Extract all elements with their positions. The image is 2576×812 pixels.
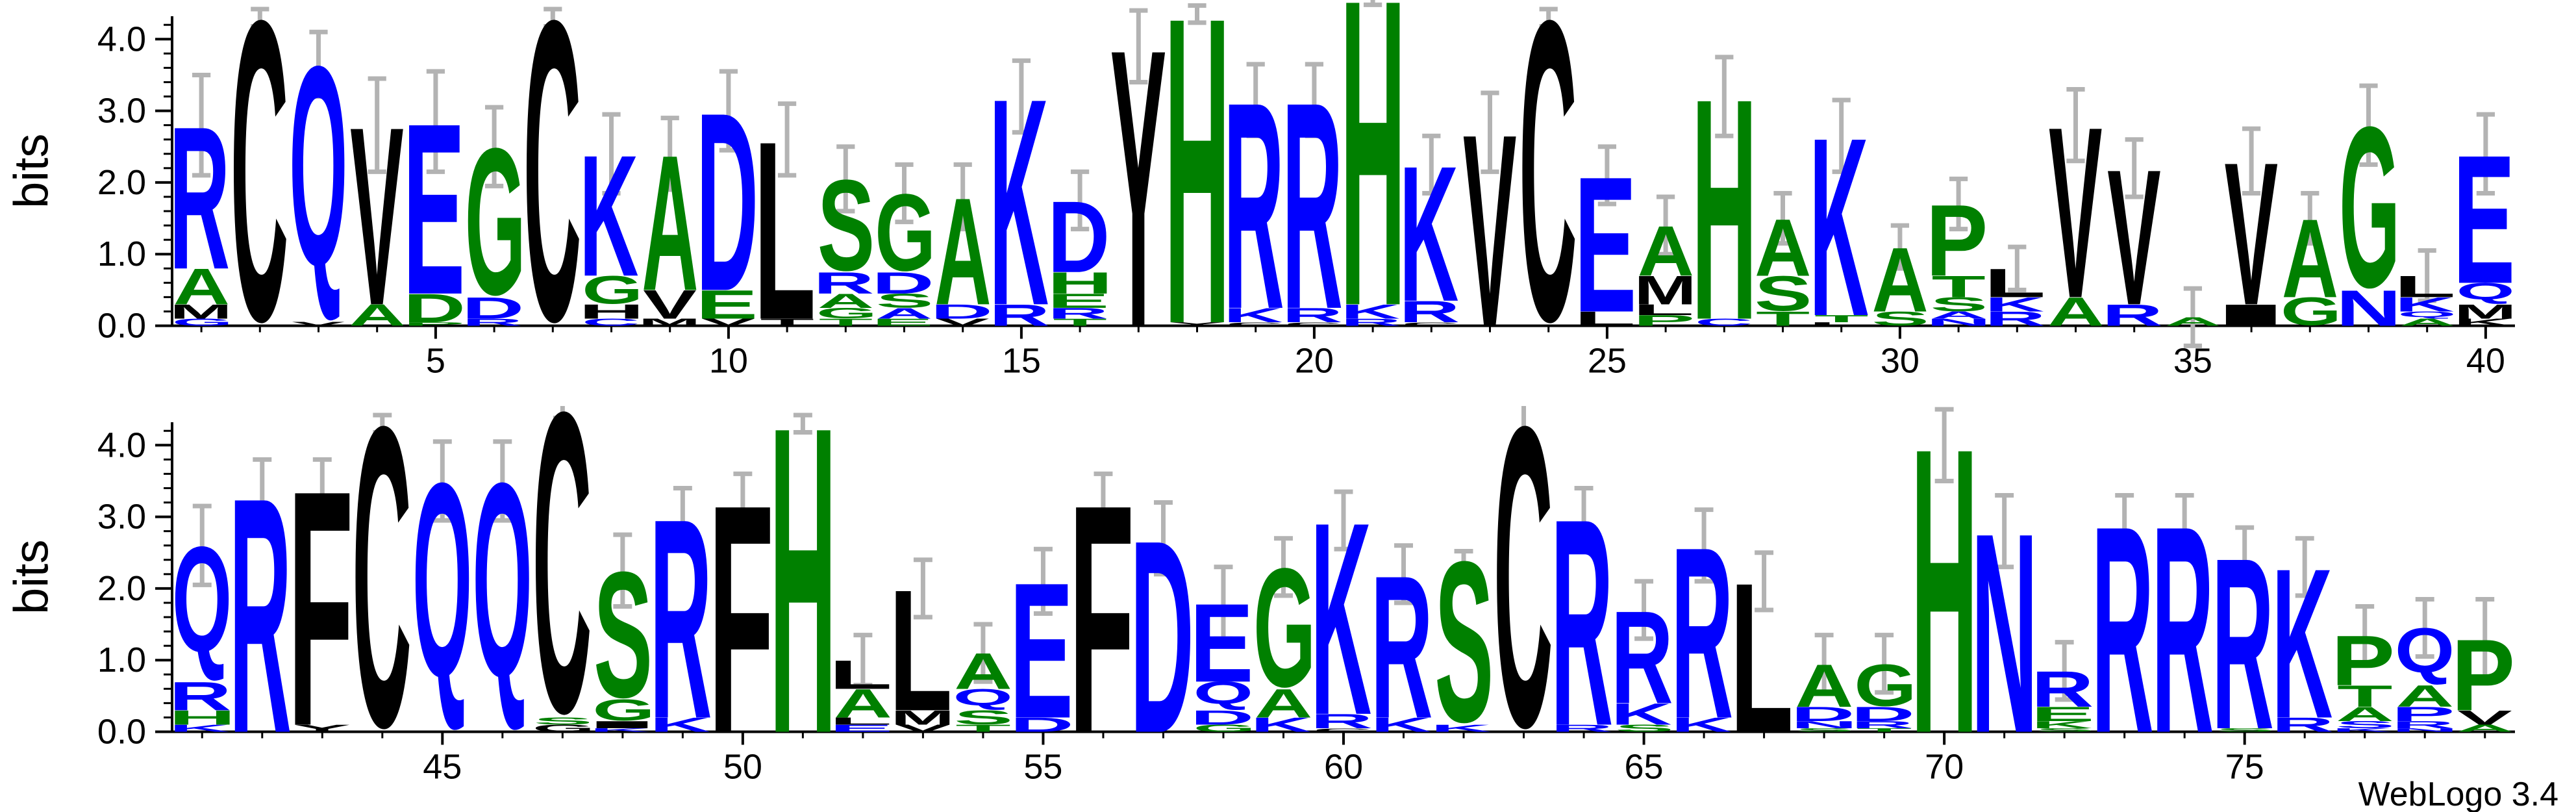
svg-text:V: V [2225, 120, 2278, 348]
svg-text:V: V [2049, 76, 2103, 349]
svg-text:R: R [2092, 466, 2154, 796]
svg-text:C: C [1519, 0, 1577, 406]
svg-text:E: E [1190, 580, 1253, 705]
svg-text:V: V [2107, 129, 2160, 346]
svg-text:N: N [1971, 474, 2038, 793]
svg-text:K: K [1399, 125, 1458, 342]
svg-text:F: F [708, 438, 774, 802]
svg-text:40: 40 [2466, 342, 2505, 381]
svg-text:D: D [1047, 179, 1110, 294]
svg-text:K: K [1310, 465, 1371, 772]
svg-text:R: R [229, 428, 292, 804]
svg-text:R: R [1223, 40, 1284, 371]
svg-text:A: A [1872, 229, 1929, 331]
svg-text:C: C [1494, 406, 1553, 812]
svg-text:45: 45 [423, 748, 462, 787]
svg-text:10: 10 [709, 342, 748, 381]
svg-text:Y: Y [1110, 0, 1166, 406]
svg-text:S: S [818, 153, 875, 298]
svg-text:A: A [1755, 203, 1811, 294]
svg-text:R: R [1671, 496, 1733, 769]
svg-text:E: E [1010, 542, 1073, 758]
svg-text:K: K [1809, 84, 1868, 370]
svg-text:D: D [1130, 483, 1194, 791]
svg-text:Q: Q [172, 515, 232, 683]
svg-text:bits: bits [5, 134, 58, 209]
svg-text:R: R [2151, 466, 2214, 796]
svg-text:C: C [352, 406, 411, 812]
svg-text:3.0: 3.0 [97, 92, 146, 131]
svg-text:30: 30 [1881, 342, 1919, 381]
svg-text:P: P [2331, 620, 2395, 700]
svg-text:V: V [350, 74, 404, 359]
svg-text:A: A [934, 166, 991, 337]
svg-text:4.0: 4.0 [97, 425, 146, 464]
svg-text:L: L [829, 652, 892, 698]
svg-text:H: H [1340, 0, 1406, 398]
svg-text:0.0: 0.0 [97, 307, 146, 346]
svg-text:P: P [1926, 183, 1988, 297]
svg-text:H: H [769, 406, 837, 812]
svg-text:0.0: 0.0 [97, 713, 146, 752]
svg-text:R: R [2031, 661, 2094, 718]
svg-text:L: L [2394, 270, 2455, 303]
svg-text:65: 65 [1625, 748, 1664, 787]
svg-text:C: C [523, 0, 581, 406]
svg-text:1.0: 1.0 [97, 235, 146, 273]
svg-text:P: P [2451, 618, 2515, 732]
svg-text:1.0: 1.0 [97, 641, 146, 679]
svg-text:3.0: 3.0 [97, 498, 146, 537]
svg-text:C: C [532, 406, 592, 802]
svg-text:L: L [1730, 539, 1794, 778]
svg-text:R: R [1282, 40, 1343, 371]
svg-text:Q: Q [412, 426, 472, 735]
svg-text:E: E [403, 73, 465, 346]
svg-text:R: R [1611, 584, 1673, 732]
svg-text:H: H [1692, 32, 1757, 386]
svg-text:A: A [642, 116, 698, 332]
svg-text:G: G [1253, 533, 1316, 722]
svg-text:bits: bits [5, 540, 58, 615]
svg-text:G: G [2339, 79, 2400, 335]
svg-text:V: V [1463, 78, 1517, 385]
svg-text:G: G [1854, 652, 1916, 719]
svg-text:4.0: 4.0 [97, 19, 146, 58]
svg-text:E: E [2453, 118, 2515, 322]
svg-text:L: L [1984, 260, 2045, 306]
svg-text:K: K [990, 37, 1049, 367]
svg-text:S: S [1434, 514, 1494, 770]
svg-text:S: S [594, 535, 653, 735]
svg-text:A: A [1638, 212, 1694, 291]
svg-text:Q: Q [2395, 615, 2455, 686]
svg-text:F: F [1069, 438, 1134, 802]
svg-text:2.0: 2.0 [97, 569, 146, 608]
svg-text:A: A [1795, 652, 1853, 720]
svg-text:5: 5 [426, 342, 445, 381]
svg-text:E: E [1574, 136, 1636, 353]
svg-text:A: A [954, 642, 1012, 700]
svg-text:F: F [288, 421, 353, 796]
svg-text:R: R [1371, 534, 1433, 761]
svg-text:C: C [231, 0, 288, 406]
svg-text:R: R [649, 459, 712, 778]
svg-text:L: L [754, 89, 816, 374]
svg-text:2.0: 2.0 [97, 163, 146, 202]
svg-text:WebLogo 3.4: WebLogo 3.4 [2358, 776, 2558, 812]
svg-text:Q: Q [289, 6, 347, 325]
svg-text:H: H [1164, 0, 1230, 406]
svg-text:R: R [2212, 507, 2274, 780]
svg-text:K: K [579, 120, 638, 313]
svg-text:L: L [889, 553, 953, 747]
svg-text:H: H [1911, 406, 1979, 812]
svg-text:R: R [169, 84, 231, 312]
svg-text:G: G [875, 171, 936, 294]
svg-text:Q: Q [473, 426, 532, 735]
svg-text:A: A [2282, 196, 2338, 322]
svg-text:K: K [2272, 524, 2333, 763]
svg-text:G: G [465, 105, 526, 338]
svg-text:D: D [696, 60, 758, 345]
svg-text:R: R [1551, 459, 1613, 789]
